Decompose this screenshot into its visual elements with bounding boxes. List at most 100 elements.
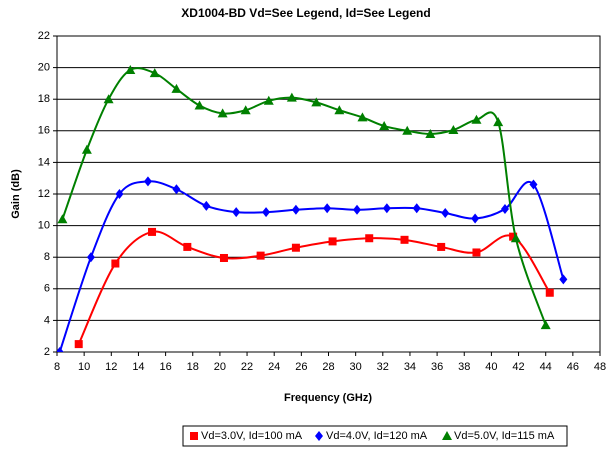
x-tick-label: 12 bbox=[105, 361, 117, 373]
marker bbox=[183, 242, 192, 251]
marker bbox=[412, 203, 421, 214]
y-tick-label: 8 bbox=[44, 251, 50, 263]
marker bbox=[240, 105, 251, 115]
y-tick-label: 12 bbox=[38, 188, 50, 200]
marker bbox=[315, 431, 323, 441]
legend-box bbox=[182, 425, 568, 447]
y-tick-label: 6 bbox=[44, 283, 50, 295]
x-tick-label: 44 bbox=[540, 361, 552, 373]
marker bbox=[149, 68, 160, 78]
series-line bbox=[58, 180, 565, 352]
x-tick-label: 34 bbox=[404, 361, 416, 373]
marker bbox=[559, 274, 568, 285]
marker bbox=[291, 204, 300, 215]
x-tick-label: 8 bbox=[54, 361, 60, 373]
marker bbox=[115, 189, 124, 199]
marker bbox=[323, 203, 332, 214]
x-tick-label: 16 bbox=[159, 361, 171, 373]
marker bbox=[125, 64, 136, 74]
x-tick-label: 38 bbox=[458, 361, 470, 373]
marker bbox=[217, 108, 228, 118]
legend-text: Vd=5.0V, Id=115 mA bbox=[454, 430, 555, 442]
marker bbox=[202, 200, 211, 211]
marker bbox=[262, 207, 271, 218]
x-tick-label: 10 bbox=[78, 361, 90, 373]
x-tick-label: 18 bbox=[187, 361, 199, 373]
marker bbox=[509, 232, 518, 241]
y-tick-label: 14 bbox=[38, 156, 50, 168]
x-tick-label: 20 bbox=[214, 361, 226, 373]
marker bbox=[545, 288, 554, 297]
y-tick-label: 22 bbox=[38, 30, 50, 42]
chart-title: XD1004-BD Vd=See Legend, Id=See Legend bbox=[181, 6, 430, 20]
marker bbox=[471, 213, 480, 224]
legend-text: Vd=3.0V, Id=100 mA bbox=[201, 430, 303, 442]
y-axis-label: Gain (dB) bbox=[10, 169, 22, 219]
marker bbox=[500, 204, 509, 215]
marker bbox=[425, 128, 436, 138]
x-tick-label: 46 bbox=[567, 361, 579, 373]
marker bbox=[148, 227, 157, 236]
marker bbox=[357, 112, 368, 122]
marker bbox=[437, 242, 446, 251]
x-tick-label: 30 bbox=[350, 361, 362, 373]
marker bbox=[379, 121, 390, 131]
x-tick-label: 36 bbox=[431, 361, 443, 373]
marker bbox=[171, 83, 182, 93]
x-axis-label: Frequency (GHz) bbox=[284, 392, 372, 404]
x-tick-label: 26 bbox=[295, 361, 307, 373]
marker bbox=[57, 214, 68, 224]
marker bbox=[472, 248, 481, 257]
y-tick-label: 2 bbox=[44, 346, 50, 358]
marker bbox=[529, 179, 538, 190]
marker bbox=[103, 94, 114, 104]
marker bbox=[232, 207, 241, 218]
marker bbox=[365, 234, 374, 243]
marker bbox=[256, 251, 265, 260]
marker bbox=[219, 253, 228, 262]
x-tick-label: 24 bbox=[268, 361, 280, 373]
marker bbox=[311, 97, 322, 107]
y-tick-label: 4 bbox=[44, 314, 50, 326]
marker bbox=[471, 114, 482, 124]
marker bbox=[540, 320, 551, 330]
marker bbox=[86, 252, 95, 263]
x-tick-label: 28 bbox=[322, 361, 334, 373]
marker bbox=[441, 207, 450, 218]
marker bbox=[111, 259, 120, 268]
marker bbox=[402, 125, 413, 135]
x-tick-label: 40 bbox=[485, 361, 497, 373]
marker bbox=[493, 117, 504, 127]
marker bbox=[510, 233, 521, 243]
marker bbox=[190, 432, 198, 440]
marker bbox=[400, 235, 409, 244]
legend-text: Vd=4.0V, Id=120 mA bbox=[326, 430, 428, 442]
marker bbox=[328, 237, 337, 246]
marker bbox=[353, 204, 362, 215]
marker bbox=[382, 203, 391, 214]
x-tick-label: 22 bbox=[241, 361, 253, 373]
marker bbox=[334, 105, 345, 115]
y-tick-label: 18 bbox=[38, 93, 50, 105]
marker bbox=[57, 347, 64, 352]
x-tick-label: 14 bbox=[132, 361, 144, 373]
y-tick-label: 10 bbox=[38, 220, 50, 232]
y-tick-label: 20 bbox=[38, 62, 50, 74]
x-tick-label: 42 bbox=[512, 361, 524, 373]
plot-border bbox=[56, 35, 601, 353]
marker bbox=[143, 176, 152, 187]
marker bbox=[194, 100, 205, 110]
y-tick-label: 16 bbox=[38, 125, 50, 137]
x-tick-label: 48 bbox=[594, 361, 606, 373]
marker bbox=[448, 125, 459, 135]
marker bbox=[263, 95, 274, 105]
marker bbox=[74, 340, 83, 349]
marker bbox=[286, 92, 297, 102]
marker bbox=[442, 431, 452, 440]
marker bbox=[172, 184, 181, 195]
x-tick-label: 32 bbox=[377, 361, 389, 373]
plot-layer bbox=[57, 64, 568, 352]
marker bbox=[291, 243, 300, 252]
